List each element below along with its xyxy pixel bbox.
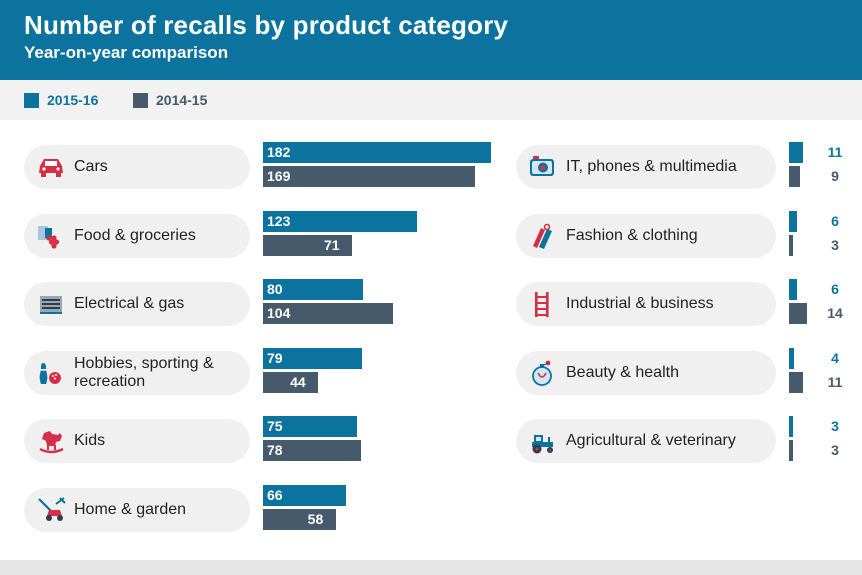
bar-2015-16 xyxy=(263,210,418,232)
data-label-2014-15: 9 xyxy=(831,168,839,184)
bar-2015-16 xyxy=(263,347,362,369)
category-label: Agricultural & veterinary xyxy=(566,432,736,450)
category-pill xyxy=(516,419,776,464)
category-label: Beauty & health xyxy=(566,363,679,381)
bar-2015-16 xyxy=(263,142,491,163)
data-label-2014-15: 104 xyxy=(267,305,291,322)
category-label: IT, phones & multimedia xyxy=(566,158,737,175)
category-label: Fashion & clothing xyxy=(566,226,698,244)
chart-area: Cars 182 169 Food & groceries 123 71 Electrica… xyxy=(0,120,862,560)
footer-strip xyxy=(0,560,862,575)
bar-2015-16 xyxy=(263,416,357,438)
data-label-2014-15: 78 xyxy=(267,442,283,459)
bar-2014-15 xyxy=(263,166,475,187)
data-label-2014-15: 58 xyxy=(307,511,324,527)
category-pill xyxy=(24,213,250,258)
tractor-icon xyxy=(527,427,557,455)
data-label-2014-15: 11 xyxy=(827,373,843,390)
bar-2015-16 xyxy=(263,279,364,301)
legend-item-2015-16: 2015-16 xyxy=(24,92,98,108)
legend-label-2015-16: 2015-16 xyxy=(47,92,99,108)
chart-header: Number of recalls by product category Ye… xyxy=(0,0,862,80)
camera-icon xyxy=(527,153,557,181)
chart-title: Number of recalls by product category xyxy=(24,10,509,40)
bar-2014-15 xyxy=(263,509,336,530)
data-label-2015-16: 3 xyxy=(831,418,839,435)
category-pill xyxy=(516,213,776,258)
category-row-hobbies-sporting-and-recreation: Hobbies, sporting & recreation 79 44 xyxy=(0,347,862,396)
bar-2015-16 xyxy=(263,485,346,506)
data-label-2015-16: 123 xyxy=(267,212,291,229)
category-row-kids: Kids 75 78 xyxy=(0,416,862,464)
appliance-icon xyxy=(36,290,66,318)
category-row-agricultural-and-veterinary: Agricultural & veterinary 3 3 xyxy=(0,416,862,464)
chart-subtitle: Year-on-year comparison xyxy=(24,43,229,62)
data-label-2015-16: 80 xyxy=(267,281,283,298)
data-label-2015-16: 75 xyxy=(267,418,283,435)
bowling-icon xyxy=(36,359,66,387)
bar-2014-15 xyxy=(263,303,394,325)
category-label: Cars xyxy=(74,158,108,175)
category-pill xyxy=(24,488,250,532)
data-label-2014-15: 14 xyxy=(827,305,843,322)
bar-2014-15 xyxy=(263,440,361,462)
data-label-2015-16: 4 xyxy=(831,349,839,366)
legend-swatch-2014-15 xyxy=(133,92,148,108)
bar-2015-16 xyxy=(789,416,793,438)
bar-2015-16 xyxy=(789,210,797,232)
bar-2014-15 xyxy=(789,303,807,325)
data-label-2014-15: 3 xyxy=(831,442,839,459)
category-pill xyxy=(516,350,776,395)
lawnmower-icon xyxy=(36,496,66,524)
category-label: Kids xyxy=(74,432,106,450)
category-row-food-and-groceries: Food & groceries 123 71 xyxy=(0,210,862,259)
category-row-electrical-and-gas: Electrical & gas 80 104 xyxy=(0,279,862,327)
data-label-2015-16: 79 xyxy=(267,349,283,366)
legend-swatch-2015-16 xyxy=(24,92,39,108)
ladder-icon xyxy=(527,290,557,318)
category-label: Hobbies, sporting & recreation xyxy=(74,354,214,390)
data-label-2014-15: 169 xyxy=(267,168,291,184)
rocking-horse-icon xyxy=(36,427,66,455)
bar-2015-16 xyxy=(789,279,797,301)
perfume-icon xyxy=(527,359,557,387)
bar-2014-15 xyxy=(263,371,319,393)
category-row-industrial-and-business: Industrial & business 6 14 xyxy=(0,279,862,327)
category-label: Electrical & gas xyxy=(74,295,185,313)
data-label-2015-16: 11 xyxy=(827,144,843,160)
clothing-tag-icon xyxy=(527,222,557,250)
category-row-cars: Cars 182 169 xyxy=(0,142,862,190)
category-pill xyxy=(24,419,250,464)
data-label-2015-16: 6 xyxy=(831,212,839,229)
bar-2014-15 xyxy=(789,166,801,187)
category-row-home-and-garden: Home & garden 66 58 xyxy=(0,485,862,533)
legend-item-2014-15: 2014-15 xyxy=(133,92,207,108)
data-label-2015-16: 182 xyxy=(267,144,291,160)
bar-2014-15 xyxy=(263,234,352,256)
category-label: Home & garden xyxy=(74,501,187,518)
groceries-icon xyxy=(36,222,66,250)
data-label-2014-15: 71 xyxy=(323,236,340,253)
car-icon xyxy=(36,153,66,181)
bar-2015-16 xyxy=(789,142,803,163)
category-pill xyxy=(516,282,776,327)
data-label-2015-16: 66 xyxy=(267,487,283,503)
category-row-it-phones-and-multimedia: IT, phones & multimedia 11 9 xyxy=(0,142,862,190)
data-label-2014-15: 44 xyxy=(290,373,306,390)
legend-label-2014-15: 2014-15 xyxy=(156,92,208,108)
legend: 2015-16 2014-15 xyxy=(0,80,862,120)
category-label: Industrial & business xyxy=(566,295,714,313)
bar-2014-15 xyxy=(789,440,793,462)
data-label-2014-15: 3 xyxy=(831,236,839,253)
bar-2015-16 xyxy=(789,347,794,369)
data-label-2015-16: 6 xyxy=(831,281,839,298)
category-pill xyxy=(24,350,250,395)
category-row-beauty-and-health: Beauty & health 4 11 xyxy=(0,347,862,396)
category-pill xyxy=(516,145,776,189)
category-label: Food & groceries xyxy=(74,226,196,244)
category-row-fashion-and-clothing: Fashion & clothing 6 3 xyxy=(0,210,862,259)
bar-2014-15 xyxy=(789,371,803,393)
bar-2014-15 xyxy=(789,234,793,256)
